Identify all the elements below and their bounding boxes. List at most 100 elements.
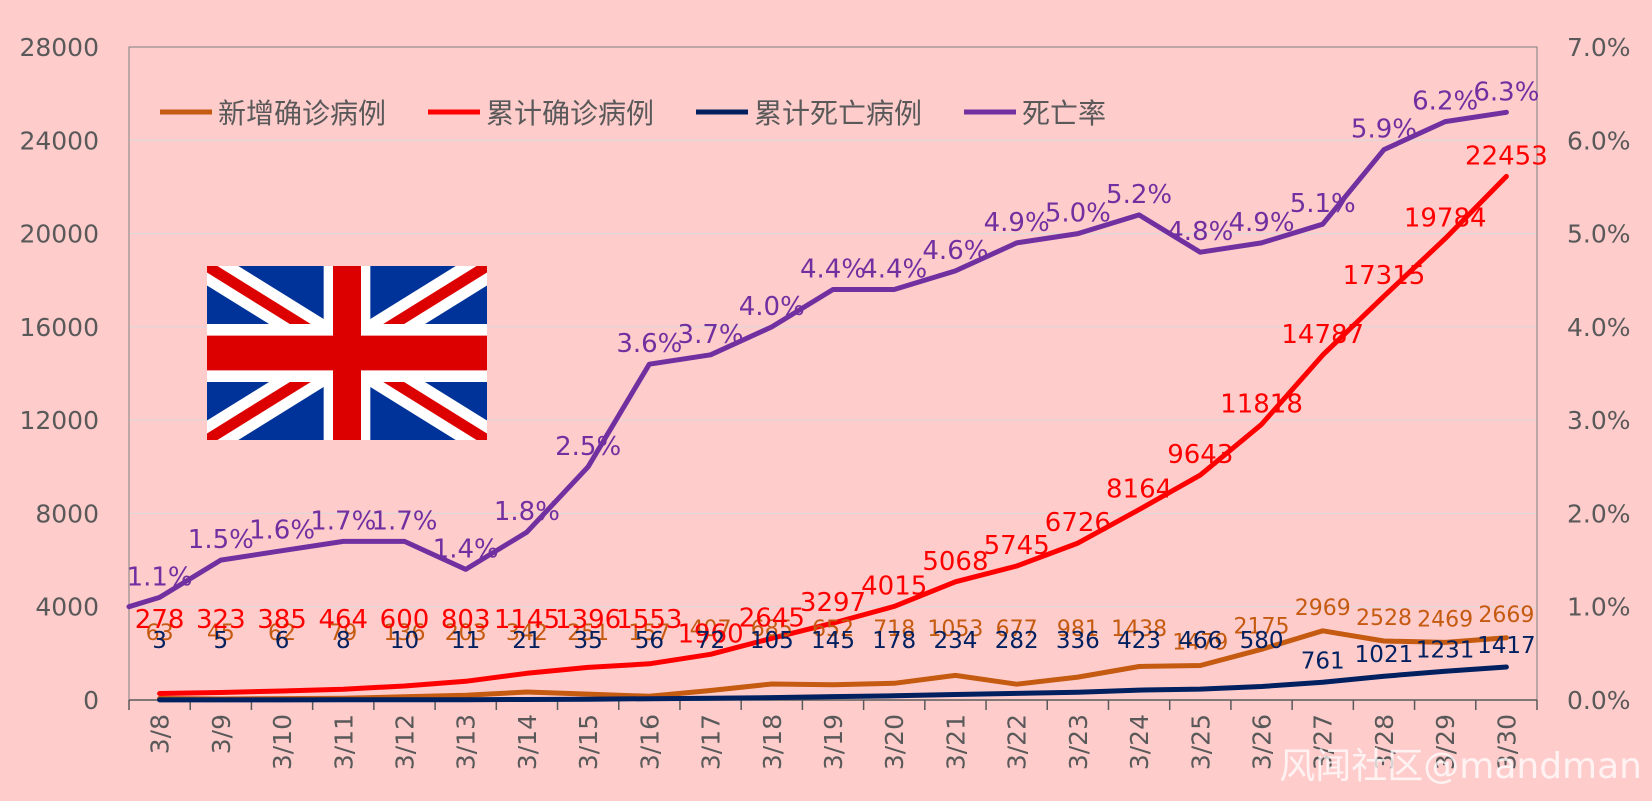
data-label-cum-deaths: 21: [512, 628, 541, 654]
right-y-tick-label: 0.0%: [1567, 686, 1631, 715]
right-y-tick-label: 6.0%: [1567, 126, 1631, 155]
data-label-cum-cases: 4015: [861, 571, 927, 601]
legend-item-death-rate: 死亡率: [964, 97, 1106, 130]
left-y-axis: 0 4000 8000 12000 16000 20000 24000 28000: [19, 33, 99, 715]
data-label-cum-cases: 2645: [739, 603, 805, 633]
x-tick-label: 3/19: [819, 714, 848, 770]
data-label-cum-cases: 803: [441, 605, 491, 635]
data-label-cum-cases: 5068: [922, 547, 988, 577]
x-tick-label: 3/18: [758, 714, 787, 770]
data-label-cum-deaths: 145: [811, 628, 855, 654]
data-label-death-rate: 5.9%: [1351, 115, 1417, 145]
x-tick-label: 3/12: [390, 714, 419, 770]
x-tick-label: 3/25: [1186, 714, 1215, 770]
data-label-new-cases: 203: [445, 621, 487, 646]
data-label-new-cases: 45: [207, 621, 235, 646]
x-tick-label: 3/24: [1125, 714, 1154, 770]
right-y-axis: 0.0% 1.0% 2.0% 3.0% 4.0% 5.0% 6.0% 7.0%: [1567, 33, 1631, 715]
x-tick-label: 3/17: [697, 714, 726, 770]
data-label-cum-cases: 1960: [677, 619, 743, 649]
series-line-cum-deaths: [157, 664, 1509, 703]
data-label-cum-deaths: 282: [995, 628, 1039, 654]
data-label-cum-cases: 1396: [555, 605, 621, 635]
left-y-tick-label: 28000: [19, 33, 99, 62]
right-y-tick-label: 5.0%: [1567, 220, 1631, 249]
data-label-new-cases: 1053: [927, 617, 983, 642]
data-label-new-cases: 685: [751, 617, 793, 642]
right-y-tick-label: 7.0%: [1567, 33, 1631, 62]
right-y-tick-label: 3.0%: [1567, 406, 1631, 435]
x-tick-label: 3/27: [1309, 714, 1338, 770]
data-label-new-cases: 2528: [1356, 606, 1412, 631]
data-label-cum-cases: 278: [135, 605, 185, 635]
data-label-new-cases: 342: [506, 621, 548, 646]
data-label-cum-deaths: 336: [1056, 628, 1100, 654]
data-label-new-cases: 718: [873, 617, 915, 642]
x-tick-label: 3/11: [329, 714, 358, 770]
watermark: 风闻社区@mandman: [1279, 746, 1642, 787]
data-label-death-rate: 1.1%: [127, 562, 193, 592]
x-tick-label: 3/9: [207, 714, 236, 754]
data-label-cum-deaths: 761: [1301, 648, 1345, 674]
series-line-cum-cases: [157, 173, 1509, 696]
left-y-tick-label: 20000: [19, 220, 99, 249]
data-label-cum-cases: 1145: [494, 605, 560, 635]
data-label-new-cases: 981: [1057, 617, 1099, 642]
x-tick-label: 3/21: [941, 714, 970, 770]
legend-label-cum-cases: 累计确诊病例: [486, 97, 654, 130]
x-axis: 3/8 3/9 3/10 3/11 3/12 3/13 3/14 3/15 3/16 3/17 3/…: [128, 699, 1538, 770]
x-tick-label: 3/14: [513, 714, 542, 770]
data-label-cum-cases: 600: [380, 605, 430, 635]
data-label-death-rate: 1.7%: [310, 506, 376, 536]
data-label-cum-cases: 19784: [1404, 204, 1487, 234]
data-label-death-rate: 4.6%: [922, 236, 988, 266]
data-label-new-cases: 79: [329, 621, 357, 646]
data-label-death-rate: 4.8%: [1167, 217, 1233, 247]
x-tick-label: 3/16: [635, 714, 664, 770]
data-label-new-cases: 157: [628, 621, 670, 646]
data-label-cum-cases: 385: [257, 605, 307, 635]
legend-item-cum-deaths: 累计死亡病例: [696, 97, 922, 130]
data-label-cum-deaths: 5: [214, 628, 229, 654]
data-label-cum-deaths: 234: [933, 628, 977, 654]
data-label-cum-cases: 14787: [1281, 320, 1364, 350]
x-tick-label: 3/20: [880, 714, 909, 770]
data-label-cum-deaths: 580: [1240, 628, 1284, 654]
data-label-death-rate: 1.5%: [188, 525, 254, 555]
data-label-death-rate: 5.2%: [1106, 180, 1172, 210]
legend-label-cum-deaths: 累计死亡病例: [754, 97, 922, 130]
data-label-cum-deaths: 35: [573, 628, 602, 654]
data-label-cum-deaths: 56: [635, 628, 664, 654]
right-y-tick-label: 4.0%: [1567, 313, 1631, 342]
data-label-death-rate: 3.7%: [678, 320, 744, 350]
series-line-death-rate: [126, 109, 1509, 610]
data-label-death-rate: 1.7%: [371, 506, 437, 536]
data-label-cum-cases: 5745: [984, 531, 1050, 561]
data-label-new-cases: 2969: [1295, 596, 1351, 621]
uk-flag-icon: [207, 266, 487, 440]
data-label-death-rate: 2.5%: [555, 432, 621, 462]
left-y-tick-label: 16000: [19, 313, 99, 342]
data-label-cum-deaths: 3: [152, 628, 167, 654]
data-label-new-cases: 2669: [1478, 603, 1534, 628]
data-label-death-rate: 4.0%: [739, 292, 805, 322]
data-label-new-cases: 1438: [1111, 617, 1167, 642]
data-label-cum-deaths: 11: [451, 628, 480, 654]
data-label-death-rate: 1.8%: [494, 497, 560, 527]
data-label-new-cases: 63: [146, 621, 174, 646]
left-y-tick-label: 4000: [35, 593, 99, 622]
x-tick-label: 3/30: [1492, 714, 1521, 770]
data-label-cum-cases: 323: [196, 605, 246, 635]
data-label-new-cases: 1479: [1172, 631, 1228, 656]
data-label-cum-deaths: 423: [1117, 628, 1161, 654]
data-label-cum-cases: 11818: [1220, 389, 1303, 419]
data-label-death-rate: 3.6%: [616, 329, 682, 359]
x-tick-label: 3/26: [1248, 714, 1277, 770]
data-label-death-rate: 4.9%: [1228, 208, 1294, 238]
data-label-death-rate: 4.4%: [800, 255, 866, 285]
x-tick-label: 3/15: [574, 714, 603, 770]
x-tick-label: 3/23: [1064, 714, 1093, 770]
data-label-cum-deaths: 178: [872, 628, 916, 654]
data-label-new-cases: 677: [996, 617, 1038, 642]
